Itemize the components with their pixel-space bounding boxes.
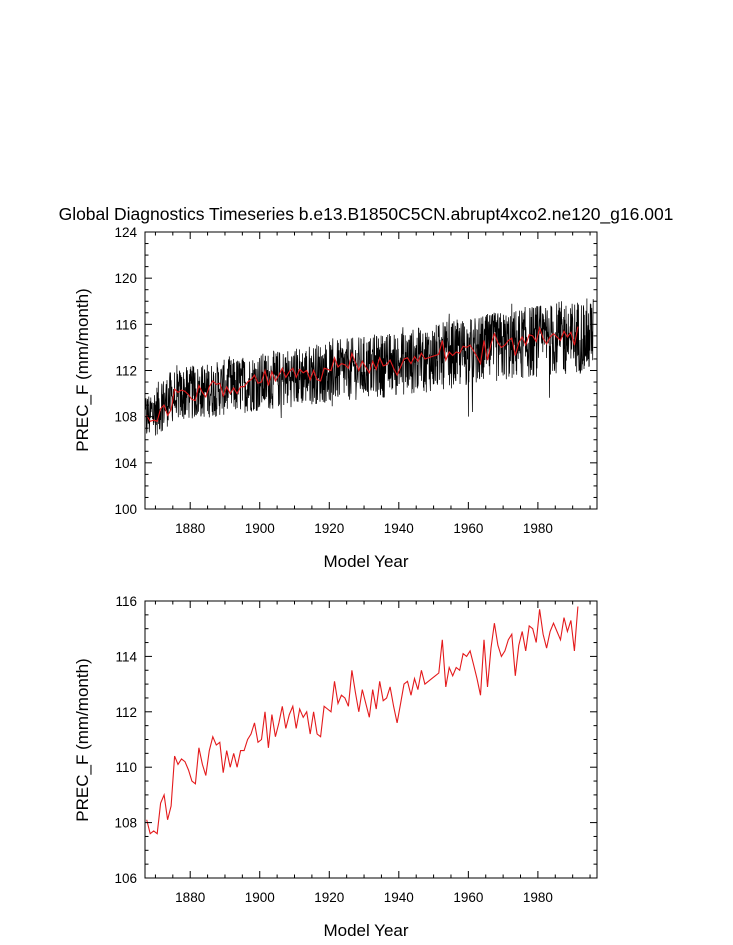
y-tick-label: 112 [115,705,137,720]
x-tick-label: 1880 [175,890,205,905]
y-tick-label: 112 [115,364,137,379]
x-tick-label: 1900 [245,521,275,536]
monthly-series-line [144,298,594,436]
y-tick-label: 116 [115,594,137,609]
top-panel-lines [144,298,594,436]
y-tick-label: 100 [114,502,137,517]
x-tick-label: 1940 [384,890,414,905]
y-tick-label: 124 [114,225,137,240]
y-tick-label: 106 [114,871,137,886]
x-tick-label: 1900 [245,890,275,905]
x-tick-label: 1980 [523,890,553,905]
top-panel-ticks: 1880 1900 1920 1940 1960 1980 100 104 108 112 116 1… [114,225,597,536]
x-tick-label: 1940 [384,521,414,536]
x-tick-label: 1920 [314,521,344,536]
bottom-panel-ticks: 1880 1900 1920 1940 1960 1980 106 108 110 112 114 1… [114,594,597,905]
y-tick-label: 110 [115,760,137,775]
x-tick-label: 1960 [453,521,483,536]
bottom-panel: 1880 1900 1920 1940 1960 1980 106 108 110 112 114 1… [73,594,598,940]
x-tick-label: 1880 [175,521,205,536]
y-tick-label: 116 [115,317,137,332]
top-x-axis-label: Model Year [323,552,408,571]
x-tick-label: 1960 [453,890,483,905]
x-tick-label: 1980 [523,521,553,536]
annual-series-line [146,606,579,835]
bottom-panel-lines [146,606,579,835]
x-tick-label: 1920 [314,890,344,905]
y-tick-label: 120 [114,271,137,286]
bottom-plot-frame [144,600,598,879]
bottom-x-axis-label: Model Year [323,921,408,940]
annual-series-line [146,325,579,423]
bottom-y-axis-label: PREC_F (mm/month) [73,658,92,821]
y-tick-label: 114 [115,649,137,664]
y-tick-label: 104 [114,456,137,471]
y-tick-label: 108 [114,816,137,831]
chart-title: Global Diagnostics Timeseries b.e13.B185… [59,204,674,225]
y-tick-label: 108 [114,410,137,425]
top-y-axis-label: PREC_F (mm/month) [73,288,92,451]
top-panel: 1880 1900 1920 1940 1960 1980 100 104 108 112 116 1… [73,225,598,571]
